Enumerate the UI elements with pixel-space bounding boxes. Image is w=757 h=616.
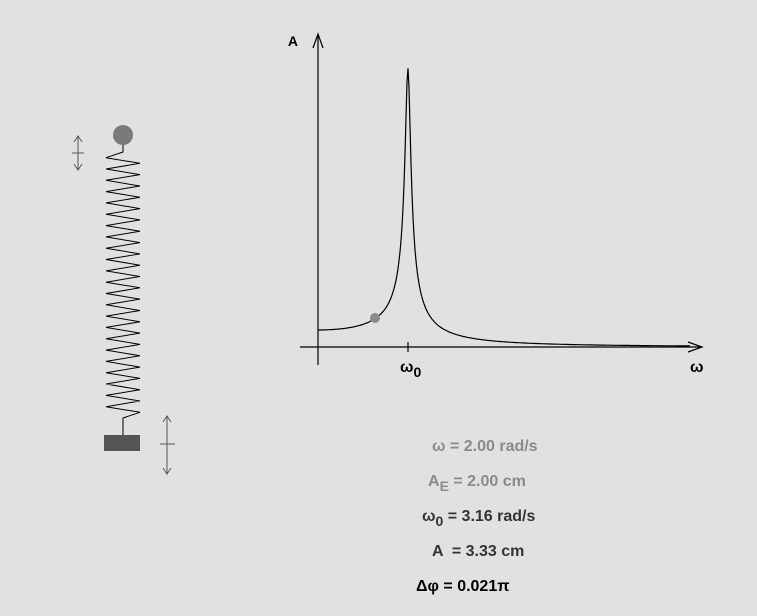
spring — [105, 145, 141, 435]
driver-ball — [113, 125, 133, 145]
subscript: E — [440, 478, 449, 494]
resonance-label: ω0 — [400, 359, 422, 380]
symbol: ω — [400, 359, 414, 376]
y-axis-arrow — [312, 32, 324, 49]
value: = 3.16 rad/s — [443, 508, 535, 525]
value: = 2.00 cm — [449, 473, 526, 490]
operating-point — [370, 313, 380, 323]
symbol: A — [432, 543, 444, 560]
value: = 2.00 rad/s — [446, 438, 538, 455]
readout: A = 3.33 cm — [432, 543, 524, 560]
resonance-curve — [318, 68, 690, 347]
value: = 3.33 cm — [443, 543, 524, 560]
readout: ω = 2.00 rad/s — [432, 438, 538, 455]
x-axis-label: ω — [690, 359, 704, 376]
value: = 0.021π — [439, 578, 510, 595]
readout: ω0 = 3.16 rad/s — [422, 508, 535, 529]
x-axis-arrow — [687, 341, 704, 353]
symbol: A — [428, 473, 440, 490]
mass-arrow — [160, 415, 175, 475]
readout: AE = 2.00 cm — [428, 473, 526, 494]
subscript: 0 — [414, 364, 422, 380]
symbol: ω — [432, 438, 446, 455]
readout: Δφ = 0.021π — [416, 578, 509, 595]
y-axis-label: A — [288, 33, 298, 49]
subscript: 0 — [436, 513, 444, 529]
symbol: ω — [422, 508, 436, 525]
symbol: Δφ — [416, 578, 439, 595]
driver-arrow — [72, 135, 84, 171]
mass — [104, 435, 140, 451]
